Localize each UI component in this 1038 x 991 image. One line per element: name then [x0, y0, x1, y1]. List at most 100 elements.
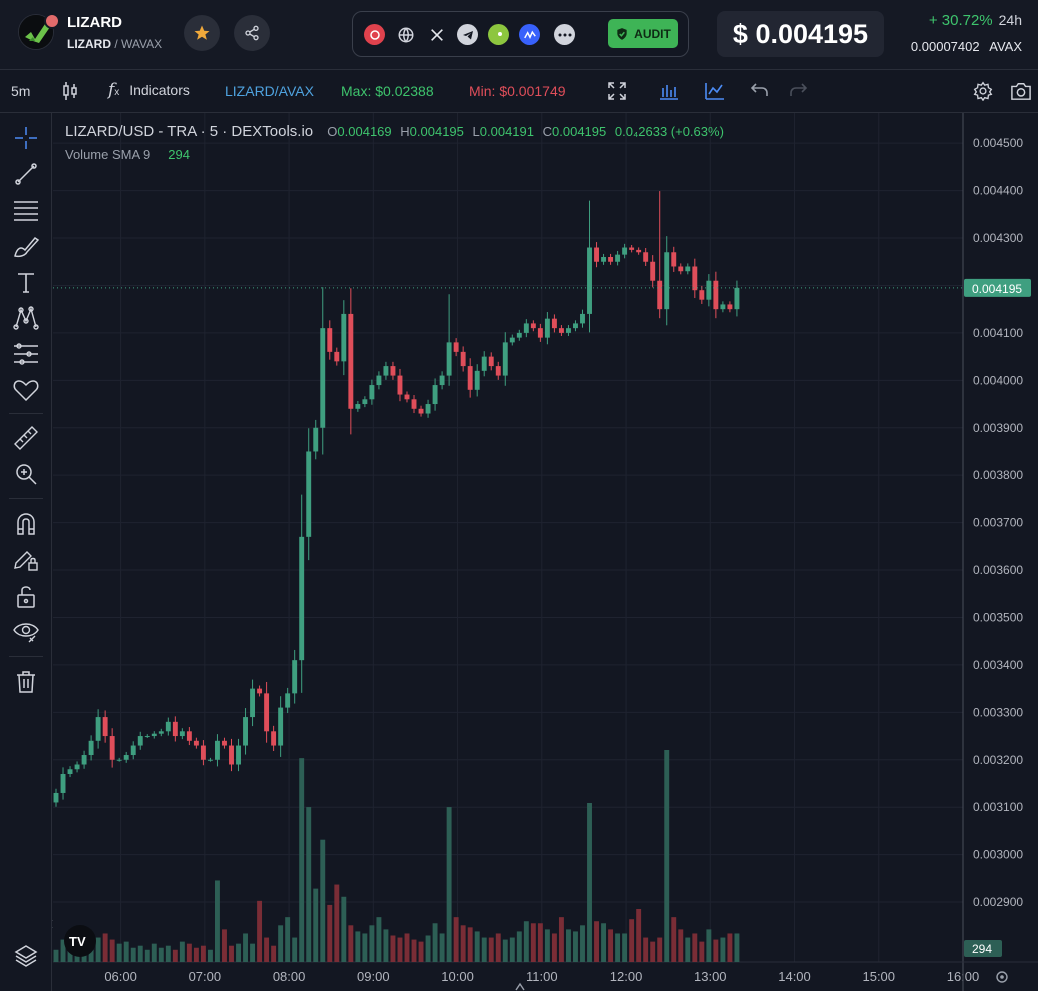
- volume-label: Volume SMA 9: [65, 147, 151, 162]
- x-icon[interactable]: [426, 24, 447, 45]
- text-tool[interactable]: [11, 267, 41, 297]
- volume-bar: [727, 933, 733, 962]
- volume-bar: [537, 923, 543, 962]
- bar-replay-button[interactable]: [659, 82, 679, 103]
- indicators-button[interactable]: fx Indicators: [108, 80, 190, 100]
- candle-body: [523, 323, 529, 333]
- volume-bar: [264, 937, 270, 962]
- x-tick-label: 06:00: [104, 969, 137, 984]
- volume-bar: [622, 933, 628, 962]
- candlestick-icon: [63, 82, 77, 100]
- favorite-button[interactable]: [184, 15, 220, 51]
- brush-tool[interactable]: [11, 231, 41, 261]
- volume-bar: [643, 937, 649, 962]
- pair-toggle[interactable]: LIZARD/AVAX: [225, 83, 314, 99]
- candle-body: [264, 693, 270, 732]
- candle-body: [376, 375, 382, 386]
- candle-body: [537, 328, 543, 338]
- settings-button[interactable]: [973, 81, 993, 104]
- lock-all-tool[interactable]: [11, 581, 41, 611]
- price-avax: 0.00007402 AVAX: [911, 39, 1022, 54]
- more-icon[interactable]: [554, 24, 575, 45]
- y-tick-label: 0.002900: [973, 895, 1023, 909]
- volume-sma-tag: [964, 940, 1002, 957]
- candle-body: [706, 280, 712, 300]
- candle-body: [650, 261, 656, 281]
- volume-bar: [355, 931, 361, 962]
- interval-button[interactable]: 5m: [11, 83, 31, 99]
- ohlc-values: O0.004169 H0.004195 L0.004191 C0.004195 …: [327, 124, 729, 139]
- candle-body: [285, 693, 291, 708]
- candle-body: [460, 351, 466, 367]
- coingecko-icon[interactable]: [488, 24, 509, 45]
- axis-settings-icon[interactable]: [996, 971, 1008, 983]
- line-chart-button[interactable]: [705, 82, 725, 103]
- volume-bar: [629, 919, 635, 962]
- candle-body: [587, 247, 592, 314]
- candle-body: [144, 736, 150, 738]
- redo-button[interactable]: [789, 82, 808, 101]
- candle-body: [509, 337, 515, 343]
- favorites-tool[interactable]: [11, 375, 41, 405]
- object-tree-tool[interactable]: [11, 941, 41, 971]
- magnet-tool[interactable]: [11, 509, 41, 539]
- candle-body: [257, 688, 263, 694]
- zoom-tool[interactable]: [11, 459, 41, 489]
- dextools-icon[interactable]: [364, 24, 385, 45]
- audit-button[interactable]: AUDIT: [608, 19, 678, 48]
- prediction-tool[interactable]: [11, 339, 41, 369]
- volume-bar: [404, 933, 410, 962]
- tradingview-logo-text: TV: [69, 934, 86, 949]
- candle-type-button[interactable]: [62, 81, 78, 104]
- high-label: H: [400, 124, 410, 139]
- candle-body: [236, 745, 241, 765]
- screenshot-button[interactable]: [1010, 81, 1032, 104]
- remove-drawings-tool[interactable]: [11, 667, 41, 697]
- volume-bar: [425, 935, 431, 962]
- volume-bar: [67, 945, 73, 962]
- indicators-label: Indicators: [129, 82, 190, 98]
- share-button[interactable]: [234, 15, 270, 51]
- chart-toolbar: 5m fx Indicators LIZARD/AVAX Max: $0.023…: [0, 71, 1038, 113]
- measure-tool[interactable]: [11, 423, 41, 453]
- volume-bar: [137, 945, 143, 962]
- candle-body: [60, 773, 66, 793]
- high-value: 0.004195: [409, 124, 464, 139]
- candle-body: [685, 266, 691, 272]
- coinmarketcap-icon[interactable]: [519, 24, 540, 45]
- candle-body: [432, 385, 438, 405]
- last-price-tag: [964, 278, 1031, 297]
- volume-bar: [236, 943, 241, 962]
- trendline-tool[interactable]: [11, 159, 41, 189]
- volume-bar: [523, 921, 529, 962]
- volume-bar: [341, 896, 347, 962]
- volume-sma-label: 294: [972, 942, 992, 956]
- fib-tool[interactable]: [11, 195, 41, 225]
- volume-bar: [222, 929, 227, 962]
- candle-body: [453, 342, 459, 352]
- fullscreen-icon: [608, 82, 626, 100]
- candle-body: [467, 366, 473, 390]
- volume-bar: [362, 933, 368, 962]
- candle-body: [488, 356, 494, 367]
- volume-bar: [88, 945, 94, 962]
- volume-bar: [615, 933, 621, 962]
- volume-bar: [109, 939, 115, 962]
- undo-button[interactable]: [750, 82, 769, 101]
- candle-body: [615, 254, 621, 262]
- pattern-icon: [13, 306, 39, 330]
- chart-legend: LIZARD/USD - TRA · 5 · DEXTools.io O0.00…: [65, 123, 729, 140]
- fullscreen-button[interactable]: [608, 82, 626, 103]
- camera-icon: [1011, 83, 1031, 100]
- chart-line-icon: [705, 83, 724, 100]
- telegram-icon[interactable]: [457, 24, 478, 45]
- candle-body: [215, 740, 220, 760]
- lock-drawing-tool[interactable]: [11, 545, 41, 575]
- pattern-tool[interactable]: [11, 303, 41, 333]
- hide-drawings-tool[interactable]: [11, 617, 41, 647]
- volume-bar: [299, 758, 305, 962]
- crosshair-tool[interactable]: [11, 123, 41, 153]
- globe-icon[interactable]: [395, 24, 416, 45]
- text-icon: [18, 273, 34, 293]
